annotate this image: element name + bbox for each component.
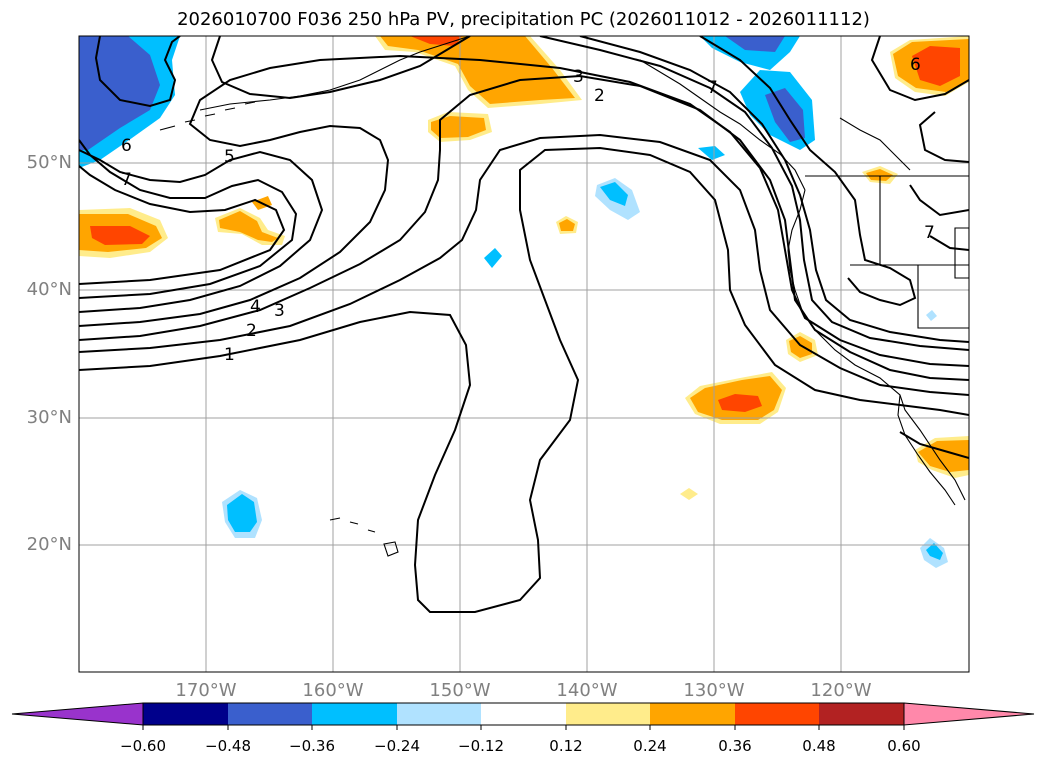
contour-label-6: 6 [121, 136, 132, 156]
contour-label-5: 5 [224, 147, 235, 167]
pv-contour-2 [79, 133, 969, 396]
colorbar-frame [142, 702, 905, 726]
pos-anomaly-w-core [90, 226, 150, 245]
precip-anomaly-fills [79, 36, 969, 568]
pv-contour-n2 [210, 36, 471, 100]
colorbar-extend-low [11, 702, 144, 726]
colorbar-bin-5 [481, 703, 566, 725]
canada-interior [839, 117, 911, 171]
colorbar-bin-4 [397, 703, 481, 725]
neg-anomaly-small-2 [698, 146, 725, 160]
pv-contour-ne1 [699, 36, 917, 307]
colorbar-tick-6: 0.12 [549, 737, 583, 755]
lon-label-120w: 120°W [810, 680, 872, 701]
map-plot-area: 1 2 3 4 5 6 7 3 2 7 6 7 [79, 36, 969, 672]
colorbar-tick-4: −0.24 [374, 737, 420, 755]
pv-contour-ne3 [909, 184, 969, 217]
west-coast-us [787, 189, 966, 501]
pos-anomaly-ne-small-core [866, 169, 893, 181]
neg-anomaly-se-core [926, 543, 943, 560]
colorbar-bin-3 [312, 703, 397, 725]
colorbar-tick-5: −0.12 [458, 737, 504, 755]
pv-contour-ne4 [918, 111, 969, 163]
pv-contour-n1 [94, 36, 181, 108]
contour-label-2-ne: 2 [594, 86, 605, 106]
neg-anomaly-dot [926, 310, 937, 321]
pos-anomaly-small-core [559, 219, 575, 231]
pv-contour-5 [79, 149, 324, 313]
state-line-4 [954, 227, 969, 279]
contour-label-7-ne: 7 [707, 78, 718, 98]
aleutian-islands [159, 101, 256, 131]
pos-anomaly-e-core [718, 394, 762, 412]
baja-peninsula [897, 394, 956, 506]
pv-contour-4 [79, 54, 969, 367]
contour-label-1: 1 [224, 345, 235, 365]
colorbar-bin-8 [735, 703, 819, 725]
contour-label-7-e: 7 [924, 223, 935, 243]
pos-anomaly-n-mid [380, 36, 575, 104]
neg-anomaly-hawaii-core [227, 494, 257, 532]
lon-label-160w: 160°W [302, 680, 364, 701]
colorbar-tick-3: −0.36 [289, 737, 335, 755]
lon-label-140w: 140°W [556, 680, 618, 701]
pos-anomaly-dot [680, 488, 698, 500]
colorbar-tick-7: 0.24 [633, 737, 667, 755]
pos-anomaly-baja-core [789, 336, 812, 358]
neg-anomaly-small-1 [484, 248, 502, 268]
map-gridlines [79, 36, 969, 672]
lat-label-40n: 40°N [26, 279, 72, 300]
colorbar-tick-8: 0.36 [718, 737, 752, 755]
colorbar-bin-9 [819, 703, 904, 725]
coastlines [159, 36, 969, 557]
contour-label-3-ne: 3 [573, 67, 584, 87]
pv-contour-se [899, 431, 969, 459]
lon-label-130w: 130°W [683, 680, 745, 701]
pv-contour-6 [79, 139, 298, 299]
colorbar-tick-9: 0.48 [802, 737, 836, 755]
pv-contour-ne5 [929, 235, 969, 251]
pv-contour-n3 [539, 36, 969, 351]
colorbar-tick-2: −0.48 [205, 737, 251, 755]
pv-contour-n4 [579, 36, 969, 343]
pv-contour-7 [79, 165, 286, 285]
neg-anomaly-mid-core [600, 182, 628, 206]
neg-anomaly-nw-core [79, 36, 160, 150]
pos-anomaly-ne-core [912, 46, 960, 86]
contour-label-3: 3 [274, 301, 285, 321]
colorbar-tick-10: 0.60 [887, 737, 921, 755]
lon-label-170w: 170°W [175, 680, 237, 701]
state-line-3 [917, 265, 969, 329]
colorbar [11, 702, 1035, 730]
contour-label-2: 2 [246, 321, 257, 341]
alaska-panhandle [639, 59, 806, 191]
pos-anomaly-n2-core [431, 116, 486, 138]
pv-contour-ne2 [870, 36, 969, 102]
pos-anomaly-n-core [410, 36, 462, 46]
contour-label-7: 7 [121, 170, 132, 190]
pv-contour-3 [79, 74, 969, 381]
lat-label-30n: 30°N [26, 407, 72, 428]
pv-contours [79, 36, 969, 613]
colorbar-bin-1 [143, 703, 228, 725]
colorbar-bin-6 [566, 703, 650, 725]
contour-label-4: 4 [250, 297, 261, 317]
map-title: 2026010700 F036 250 hPa PV, precipitatio… [177, 9, 870, 30]
alaska-coast [199, 36, 471, 111]
contour-label-6-ne: 6 [910, 55, 921, 75]
lon-label-150w: 150°W [429, 680, 491, 701]
colorbar-bin-2 [228, 703, 312, 725]
colorbar-extend-high [903, 702, 1035, 726]
lat-label-20n: 20°N [26, 534, 72, 555]
neg-anomaly-n-coast-core [725, 36, 785, 52]
colorbar-tick-1: −0.60 [120, 737, 166, 755]
pv-contour-1 [79, 146, 969, 613]
map-frame [78, 35, 970, 673]
hawaii-islands [329, 517, 399, 557]
pos-anomaly-wmid-core [219, 211, 278, 242]
colorbar-bin-7 [650, 703, 735, 725]
lat-label-50n: 50°N [26, 152, 72, 173]
pv-contour-labels: 1 2 3 4 5 6 7 3 2 7 6 7 [121, 55, 935, 365]
